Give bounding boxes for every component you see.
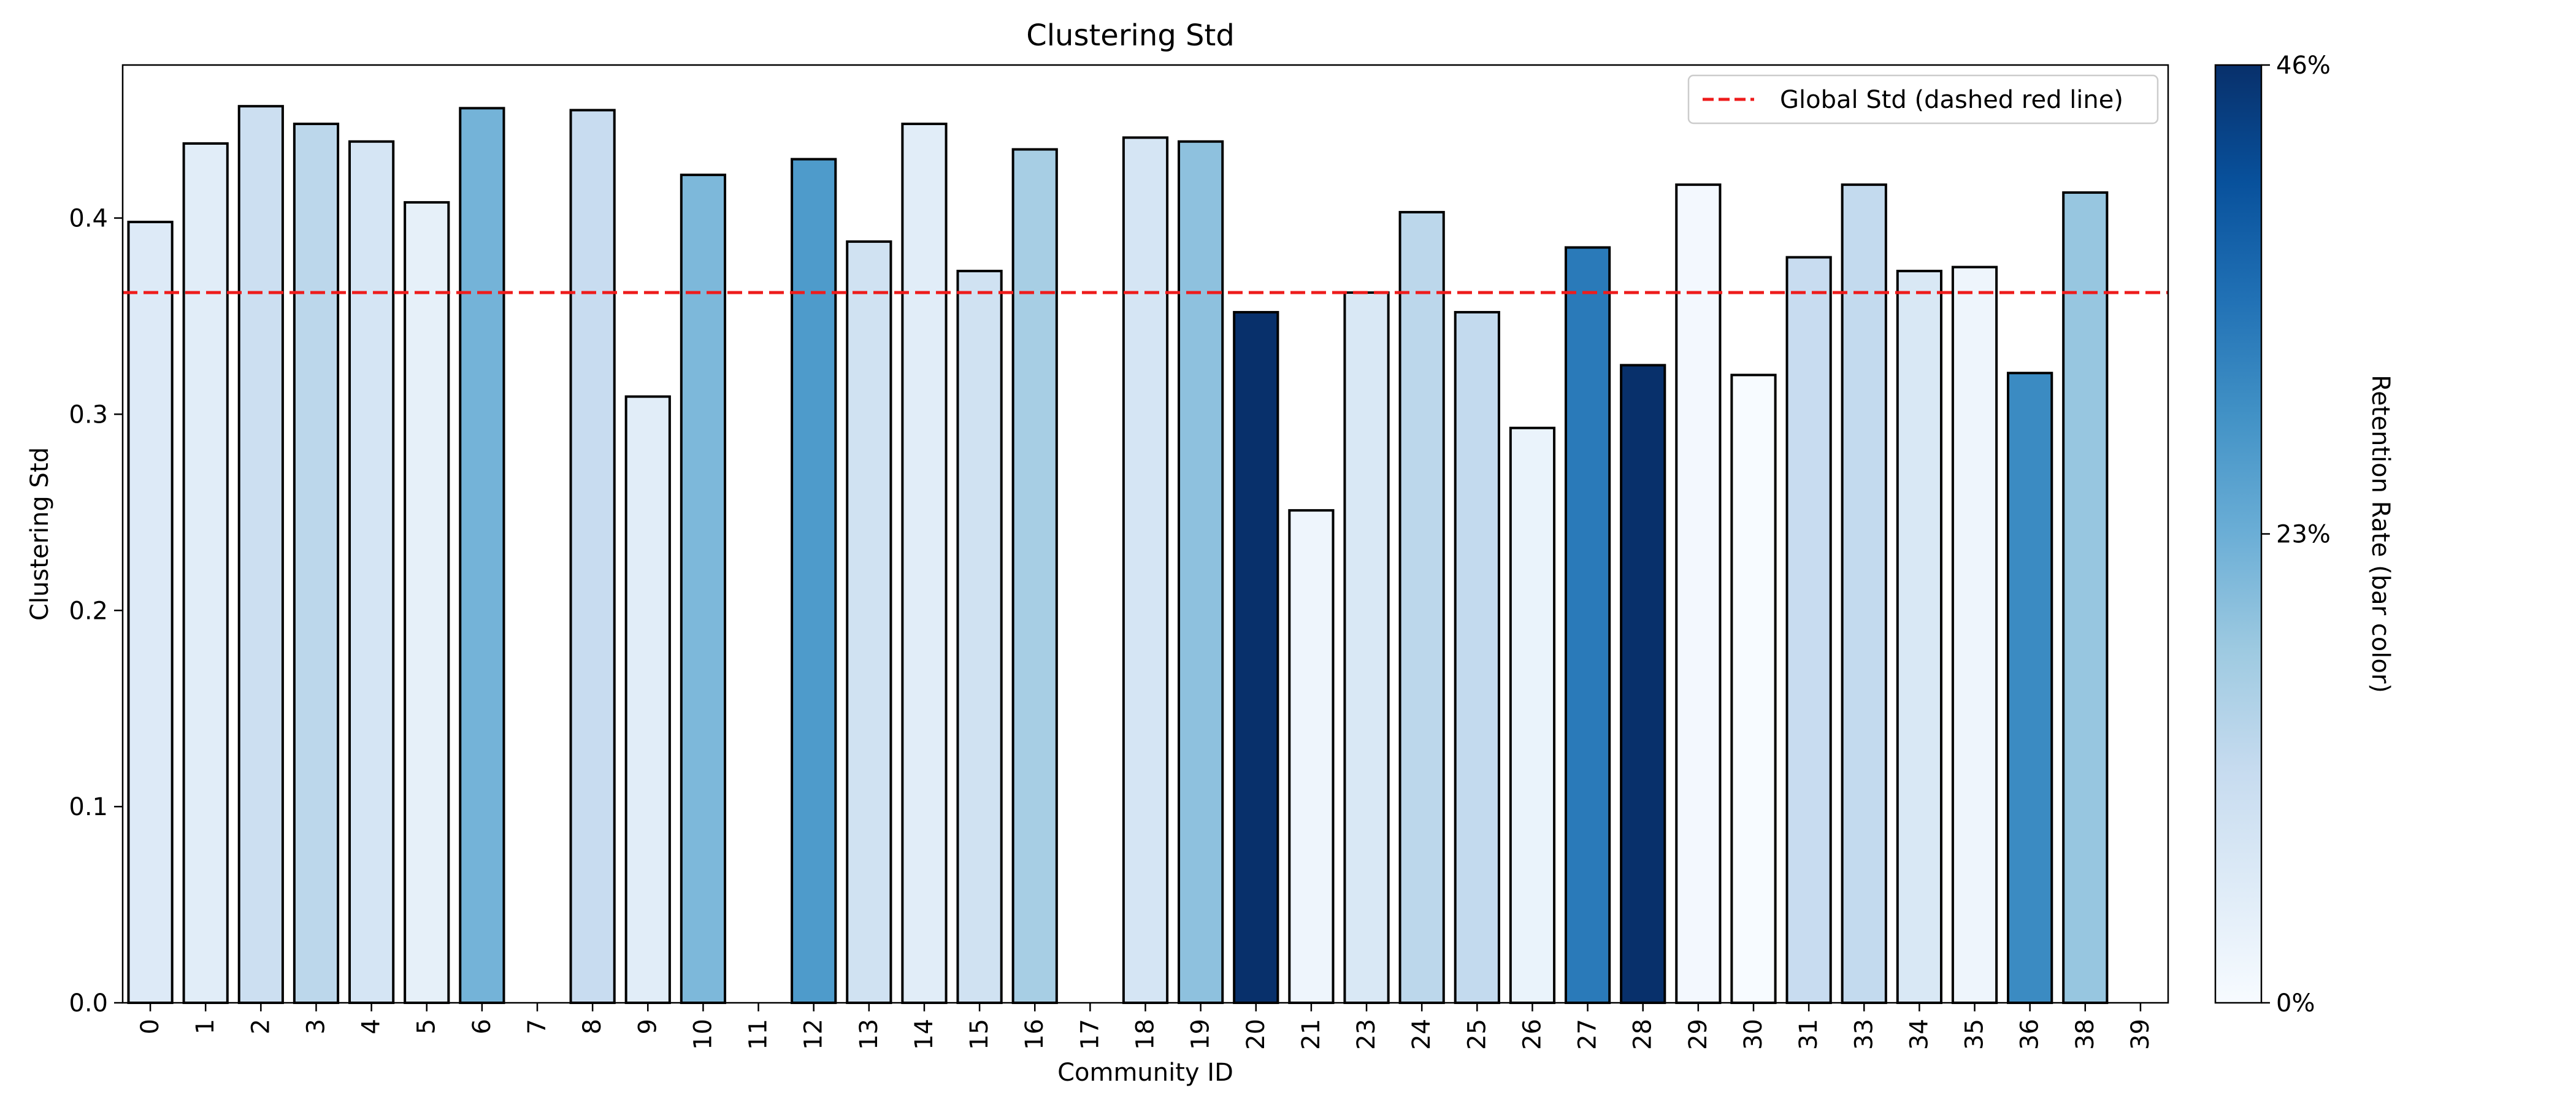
y-tick-label: 0.2 <box>69 597 108 625</box>
x-tick-label: 17 <box>1076 1019 1104 1050</box>
x-tick-label: 1 <box>191 1019 220 1034</box>
bar-community-5 <box>404 201 450 1004</box>
bar-community-26 <box>1509 426 1556 1004</box>
x-tick-label: 33 <box>1850 1019 1878 1050</box>
x-tick-label: 7 <box>523 1019 551 1034</box>
bar-community-13 <box>846 240 892 1004</box>
x-tick-label: 0 <box>136 1019 164 1034</box>
x-tick-label: 18 <box>1132 1019 1160 1050</box>
x-axis: 0 1 2 3 4 5 6 7 8 9 10 11 12 13 14 15 16 17 18 19 20 21 23 24 25… <box>136 1003 2155 1050</box>
x-tick-label: 5 <box>413 1019 441 1034</box>
colorbar-tick-label: 0% <box>2276 989 2315 1018</box>
x-tick-label: 2 <box>247 1019 275 1034</box>
colorbar-label: Retention Rate (bar color) <box>2366 375 2394 693</box>
bar-community-18 <box>1122 136 1169 1005</box>
colorbar-gradient <box>2214 64 2263 1004</box>
x-tick-label: 4 <box>358 1019 386 1034</box>
x-tick-label: 10 <box>689 1019 717 1050</box>
bar-community-35 <box>1951 266 1998 1005</box>
colorbar-ticks: 0% 23% 46% <box>2261 52 2331 1018</box>
bar-community-3 <box>293 122 340 1005</box>
y-axis-label: Clustering Std <box>26 447 54 621</box>
y-tick-label: 0.1 <box>69 793 108 821</box>
x-tick-label: 38 <box>2071 1019 2099 1050</box>
bar-community-36 <box>2007 372 2053 1005</box>
bar-community-6 <box>459 107 505 1004</box>
x-tick-label: 6 <box>468 1019 496 1034</box>
colorbar-tick-label: 23% <box>2276 521 2331 549</box>
x-tick-label: 16 <box>1021 1019 1049 1050</box>
x-tick-label: 26 <box>1518 1019 1546 1050</box>
bar-community-25 <box>1454 311 1500 1004</box>
x-tick-label: 3 <box>302 1019 330 1034</box>
bar-community-12 <box>791 158 837 1004</box>
bar-community-16 <box>1011 148 1058 1004</box>
x-tick-label: 9 <box>634 1019 662 1034</box>
bar-community-9 <box>624 395 671 1004</box>
y-tick-label: 0.0 <box>69 989 108 1018</box>
bar-community-29 <box>1675 183 1722 1004</box>
bar-community-28 <box>1620 364 1666 1004</box>
x-tick-label: 19 <box>1187 1019 1215 1050</box>
y-axis: 0.0 0.1 0.2 0.3 0.4 <box>69 205 123 1018</box>
bar-community-0 <box>127 220 174 1004</box>
y-tick-label: 0.4 <box>69 205 108 233</box>
legend-entry-global-std: Global Std (dashed red line) <box>1780 86 2123 114</box>
bar-community-30 <box>1730 374 1777 1004</box>
x-tick-label: 36 <box>2016 1019 2044 1050</box>
x-tick-label: 11 <box>745 1019 773 1050</box>
bar-community-4 <box>348 140 395 1004</box>
x-tick-label: 28 <box>1629 1019 1657 1050</box>
x-tick-label: 15 <box>965 1019 994 1050</box>
legend-box <box>1687 74 2159 125</box>
bar-community-34 <box>1896 269 1943 1004</box>
x-tick-label: 27 <box>1574 1019 1602 1050</box>
bar-community-15 <box>956 269 1003 1004</box>
bar-community-27 <box>1564 246 1611 1005</box>
bar-community-2 <box>237 105 284 1004</box>
x-tick-label: 30 <box>1739 1019 1768 1050</box>
bars-group <box>127 105 2109 1005</box>
x-tick-label: 21 <box>1297 1019 1325 1050</box>
colorbar-tick-label: 46% <box>2276 52 2331 80</box>
x-tick-label: 14 <box>910 1019 938 1050</box>
bar-community-8 <box>569 109 616 1005</box>
bar-community-33 <box>1841 183 1887 1004</box>
bar-community-19 <box>1178 140 1224 1004</box>
x-tick-label: 24 <box>1408 1019 1436 1050</box>
x-tick-label: 35 <box>1961 1019 1989 1050</box>
x-axis-label: Community ID <box>1057 1059 1233 1087</box>
x-tick-label: 13 <box>855 1019 883 1050</box>
bar-community-38 <box>2062 191 2109 1004</box>
colorbar: 0% 23% 46% Retention Rate (bar color) <box>2214 52 2394 1018</box>
x-tick-label: 29 <box>1684 1019 1712 1050</box>
x-tick-label: 23 <box>1352 1019 1381 1050</box>
bar-community-31 <box>1785 256 1832 1005</box>
x-tick-label: 12 <box>800 1019 828 1050</box>
y-tick-label: 0.3 <box>69 401 108 429</box>
x-tick-label: 8 <box>578 1019 607 1034</box>
bar-community-20 <box>1233 311 1279 1004</box>
legend: Global Std (dashed red line) <box>1687 74 2159 125</box>
bar-community-24 <box>1398 210 1445 1004</box>
x-tick-label: 20 <box>1242 1019 1270 1050</box>
x-tick-label: 25 <box>1463 1019 1491 1050</box>
x-tick-label: 39 <box>2126 1019 2155 1050</box>
bar-community-14 <box>901 122 948 1005</box>
bar-community-10 <box>680 174 727 1004</box>
x-tick-label: 31 <box>1795 1019 1823 1050</box>
x-tick-label: 34 <box>1905 1019 1933 1050</box>
bar-community-21 <box>1288 509 1335 1004</box>
bar-community-1 <box>182 142 229 1005</box>
chart-title: Clustering Std <box>1026 18 1235 53</box>
bar-community-23 <box>1343 291 1390 1004</box>
